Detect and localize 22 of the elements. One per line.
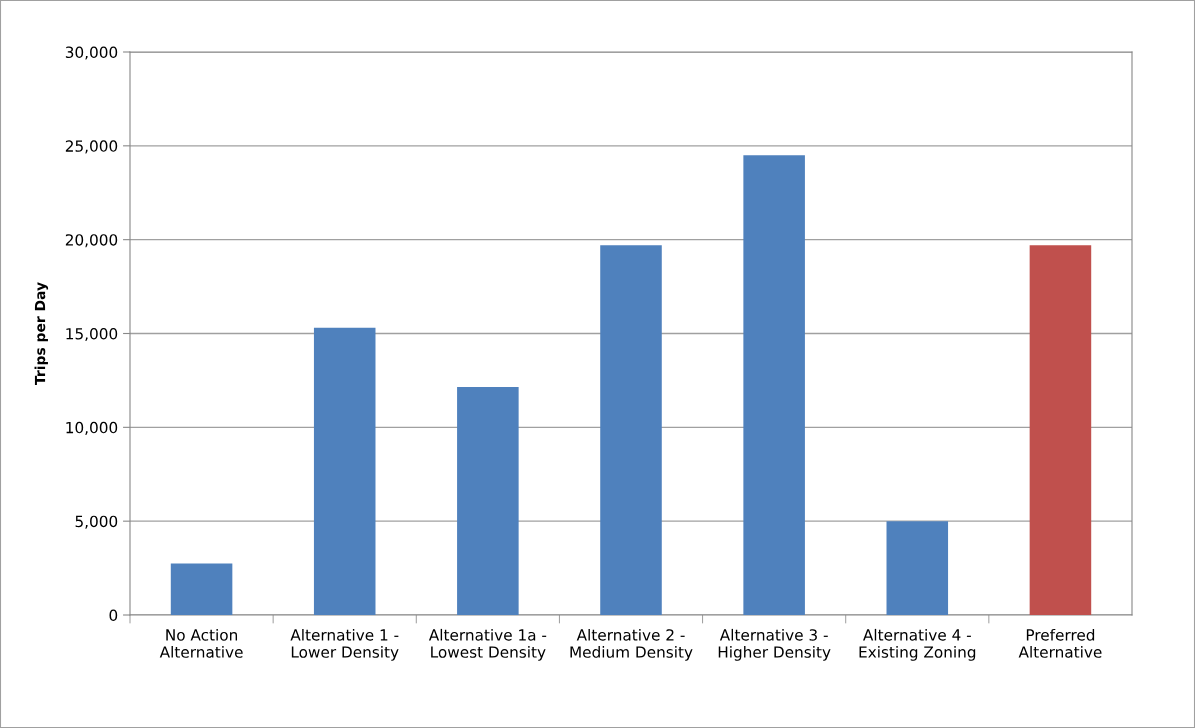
y-tick-label: 0	[109, 609, 118, 622]
y-tick-label: 15,000	[66, 327, 118, 342]
y-tick-label: 30,000	[65, 46, 118, 60]
x-tick-label: Preferred Alternative	[1018, 628, 1102, 658]
bar	[600, 245, 662, 615]
bar	[743, 155, 805, 615]
x-tick-label: Alternative 2 - Medium Density	[570, 628, 693, 661]
bar	[457, 386, 519, 615]
bar	[170, 563, 233, 615]
x-tick-label: Alternative 3 - Higher Density	[718, 628, 831, 661]
y-tick-label: 25,000	[65, 140, 118, 154]
x-tick-label: No Action Alternative	[159, 628, 243, 658]
x-tick-label: Alternative 1a - Lowest Density	[428, 628, 547, 661]
y-tick-label: 5,000	[75, 515, 118, 529]
bar	[313, 327, 376, 615]
y-tick-label: 10,000	[66, 421, 118, 435]
y-tick-label: 20,000	[65, 234, 118, 248]
bar	[886, 521, 949, 615]
x-tick-label: Alternative 1 - Lower Density	[290, 628, 399, 661]
x-tick-label: Alternative 4 - Existing Zoning	[859, 628, 976, 661]
y-axis-title: Trips per Day	[34, 282, 49, 386]
bar	[1029, 245, 1092, 615]
